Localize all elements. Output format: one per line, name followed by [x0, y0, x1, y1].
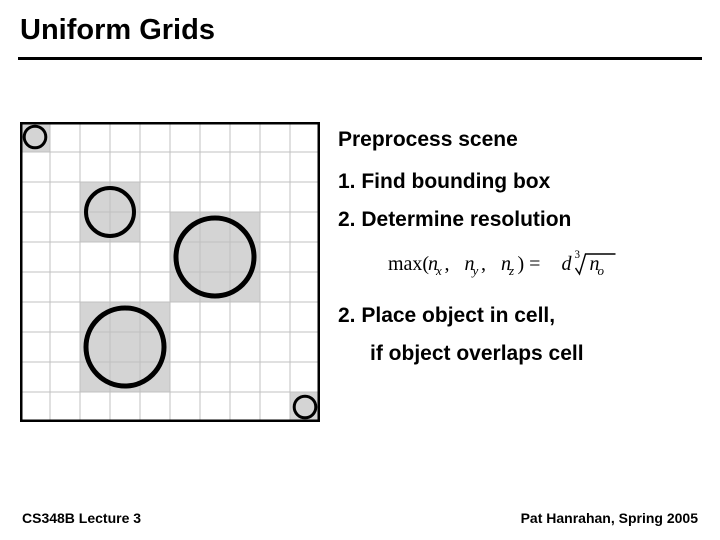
svg-text:o: o	[598, 263, 605, 278]
bullet-heading: Preprocess scene	[338, 128, 700, 152]
slide-title: Uniform Grids	[0, 0, 720, 57]
svg-text:y: y	[471, 263, 479, 278]
bullet-item-2: 2. Determine resolution	[338, 208, 700, 232]
bullet-item-3-sub: if object overlaps cell	[370, 342, 700, 366]
footer-left: CS348B Lecture 3	[22, 510, 141, 526]
svg-text:,: ,	[481, 253, 486, 275]
svg-text:z: z	[508, 263, 514, 278]
grid-diagram	[20, 122, 320, 422]
content-area: Preprocess scene 1. Find bounding box 2.…	[0, 60, 720, 422]
bullet-item-1: 1. Find bounding box	[338, 170, 700, 194]
formula-svg: max(nx, ny, nz) = d3no	[386, 246, 646, 286]
bullet-item-3: 2. Place object in cell,	[338, 304, 700, 328]
footer: CS348B Lecture 3 Pat Hanrahan, Spring 20…	[0, 510, 720, 526]
bullet-list: Preprocess scene 1. Find bounding box 2.…	[320, 122, 700, 422]
formula: max(nx, ny, nz) = d3no	[386, 246, 700, 286]
svg-text:max(: max(	[388, 253, 429, 275]
svg-text:) =: ) =	[518, 253, 541, 275]
svg-text:d: d	[562, 253, 573, 275]
svg-text:,: ,	[445, 253, 450, 275]
svg-text:x: x	[435, 263, 442, 278]
grid-svg	[20, 122, 320, 422]
svg-text:3: 3	[575, 249, 581, 261]
footer-right: Pat Hanrahan, Spring 2005	[521, 510, 698, 526]
